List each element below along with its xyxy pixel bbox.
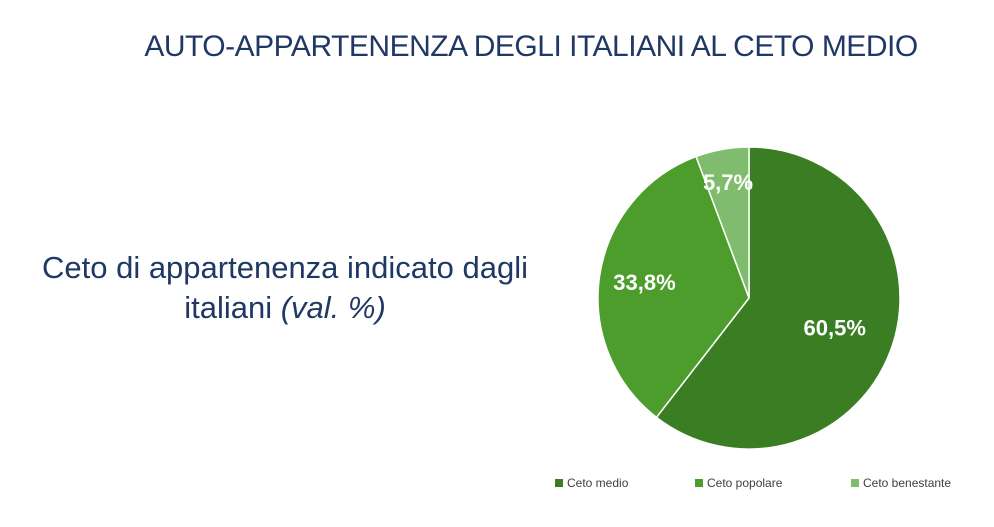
data-label-ceto-popolare: 33,8%	[613, 270, 675, 295]
pie-slice-ceto-medio	[655, 146, 901, 450]
subtitle-main: Ceto di appartenenza indicato dagli ital…	[41, 250, 528, 325]
legend-item-ceto-benestante: Ceto benestante	[851, 476, 951, 490]
legend-label-ceto-medio: Ceto medio	[567, 476, 629, 490]
legend-item-ceto-medio: Ceto medio	[555, 476, 695, 490]
chart-subtitle: Ceto di appartenenza indicato dagli ital…	[20, 248, 550, 328]
legend-swatch-ceto-benestante	[851, 479, 859, 487]
data-label-ceto-benestante: 5,7%	[703, 170, 753, 195]
chart-legend: Ceto medio Ceto popolare Ceto benestante	[555, 476, 951, 490]
legend-swatch-ceto-popolare	[695, 479, 703, 487]
legend-item-ceto-popolare: Ceto popolare	[695, 476, 851, 490]
legend-label-ceto-popolare: Ceto popolare	[707, 476, 783, 490]
pie-slice-ceto-popolare	[597, 155, 750, 419]
legend-swatch-ceto-medio	[555, 479, 563, 487]
subtitle-unit: (val. %)	[280, 290, 386, 325]
legend-label-ceto-benestante: Ceto benestante	[863, 476, 952, 490]
slide-title: AUTO-APPARTENENZA DEGLI ITALIANI AL CETO…	[144, 30, 918, 63]
pie-slice-ceto-benestante	[695, 146, 750, 299]
data-label-ceto-medio: 60,5%	[804, 315, 866, 340]
